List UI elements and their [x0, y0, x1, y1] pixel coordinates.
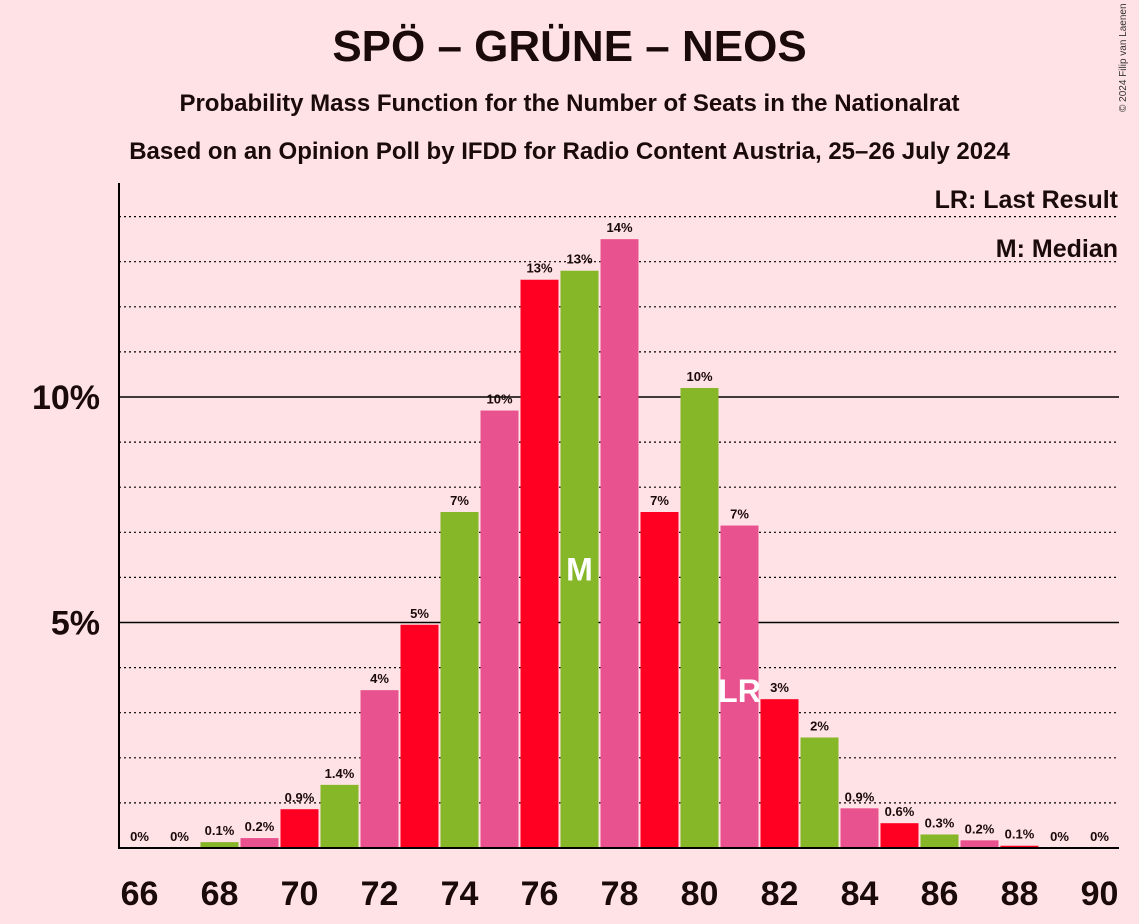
bar-seats-76: [520, 279, 559, 848]
bar-seats-83: [800, 737, 839, 848]
bar-seats-82: [760, 699, 799, 848]
x-tick-label: 84: [841, 875, 879, 913]
bar-seats-74: [440, 512, 479, 848]
data-label-77: 13%: [566, 252, 592, 267]
data-label-73: 5%: [410, 606, 429, 621]
bar-seats-88: [1000, 845, 1039, 848]
data-label-79: 7%: [650, 493, 669, 508]
bar-seats-68: [200, 842, 239, 848]
chart-subtitle: Probability Mass Function for the Number…: [179, 90, 960, 117]
median-marker: M: [566, 551, 593, 587]
data-label-89: 0%: [1050, 829, 1069, 844]
bar-seats-70: [280, 809, 319, 848]
data-label-83: 2%: [810, 719, 829, 734]
data-label-80: 10%: [686, 369, 712, 384]
x-tick-label: 86: [921, 875, 959, 913]
data-label-90: 0%: [1090, 829, 1109, 844]
x-tick-label: 70: [281, 875, 319, 913]
data-label-68: 0.1%: [205, 823, 235, 838]
data-label-78: 14%: [606, 220, 632, 235]
data-label-85: 0.6%: [885, 804, 915, 819]
bar-seats-73: [400, 624, 439, 848]
data-label-81: 7%: [730, 507, 749, 522]
bar-seats-78: [600, 239, 639, 848]
data-label-66: 0%: [130, 829, 149, 844]
chart-source-line: Based on an Opinion Poll by IFDD for Rad…: [129, 138, 1010, 165]
x-tick-label: 80: [681, 875, 719, 913]
data-label-86: 0.3%: [925, 815, 955, 830]
data-label-72: 4%: [370, 671, 389, 686]
x-tick-label: 90: [1081, 875, 1119, 913]
bar-seats-80: [680, 387, 719, 848]
data-label-70: 0.9%: [285, 790, 315, 805]
bar-seats-81: [720, 525, 759, 848]
x-tick-label: 66: [121, 875, 159, 913]
x-tick-label: 74: [441, 875, 479, 913]
y-tick-label: 10%: [32, 379, 100, 417]
y-tick-label: 5%: [51, 605, 100, 643]
data-label-75: 10%: [486, 392, 512, 407]
data-label-82: 3%: [770, 680, 789, 695]
data-label-74: 7%: [450, 493, 469, 508]
x-tick-label: 78: [601, 875, 639, 913]
chart-title: SPÖ – GRÜNE – NEOS: [332, 22, 807, 71]
data-label-71: 1.4%: [325, 766, 355, 781]
bar-seats-79: [640, 512, 679, 848]
bar-seats-85: [880, 823, 919, 848]
legend-median: M: Median: [996, 235, 1118, 263]
data-label-76: 13%: [526, 261, 552, 276]
legend-last-result: LR: Last Result: [935, 186, 1119, 214]
bar-seats-84: [840, 808, 879, 848]
bar-seats-86: [920, 834, 959, 848]
data-label-67: 0%: [170, 829, 189, 844]
bar-seats-71: [320, 784, 359, 848]
data-label-69: 0.2%: [245, 819, 275, 834]
last-result-marker: LR: [718, 673, 761, 709]
x-tick-label: 76: [521, 875, 559, 913]
bar-seats-87: [960, 840, 999, 848]
x-tick-label: 72: [361, 875, 399, 913]
bar-seats-72: [360, 690, 399, 848]
data-label-84: 0.9%: [845, 789, 875, 804]
x-tick-label: 82: [761, 875, 799, 913]
x-tick-label: 88: [1001, 875, 1039, 913]
data-label-88: 0.1%: [1005, 827, 1035, 842]
x-tick-label: 68: [201, 875, 239, 913]
bar-seats-69: [240, 838, 279, 848]
data-label-87: 0.2%: [965, 821, 995, 836]
bar-seats-75: [480, 410, 519, 848]
bar-seats-77: [560, 270, 599, 849]
